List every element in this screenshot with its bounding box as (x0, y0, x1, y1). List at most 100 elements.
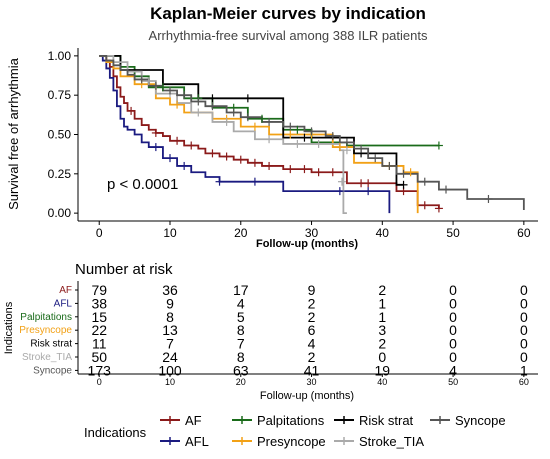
risk-cell: 1 (378, 309, 386, 325)
risk-cell: 0 (520, 336, 528, 352)
risk-cell: 19 (375, 362, 391, 378)
risk-cell: 15 (91, 309, 107, 325)
legend-item-label: AFL (185, 434, 209, 449)
risk-cell: 0 (449, 336, 457, 352)
risk-cell: 2 (308, 309, 316, 325)
censor-marks (127, 75, 493, 213)
x-tick-label: 40 (376, 226, 390, 240)
risk-x-tick-label: 30 (307, 377, 317, 387)
risk-cell: 50 (91, 349, 107, 365)
x-axis: 0 10 20 30 40 50 60 (78, 220, 538, 240)
risk-cell: 8 (166, 309, 174, 325)
risk-cell: 0 (520, 322, 528, 338)
risk-row-label: Syncope (33, 365, 72, 376)
risk-cell: 8 (237, 349, 245, 365)
x-axis-label: Follow-up (months) (256, 238, 358, 250)
risk-row-label: Stroke_TIA (22, 352, 72, 363)
risk-cell: 0 (520, 282, 528, 298)
risk-cell: 0 (520, 349, 528, 365)
risk-cell: 7 (237, 336, 245, 352)
risk-cell: 79 (91, 282, 107, 298)
legend-item-label: AF (185, 413, 202, 428)
x-tick-label: 10 (163, 226, 177, 240)
km-curve-risk-strat (99, 54, 404, 186)
risk-cell: 36 (162, 282, 178, 298)
y-tick-label: 0.25 (48, 167, 72, 181)
risk-x-tick-label: 60 (519, 377, 529, 387)
legend: AF Palpitations Risk strat Syncope AFL Presyn… (160, 413, 506, 449)
x-tick-label: 50 (446, 226, 460, 240)
x-tick-label: 0 (96, 226, 103, 240)
risk-cell: 2 (378, 282, 386, 298)
x-tick-label: 30 (305, 226, 319, 240)
risk-x-tick-label: 40 (377, 377, 387, 387)
risk-x-tick-label: 10 (165, 377, 175, 387)
risk-row-label: Presyncope (19, 325, 72, 336)
risk-cell: 0 (520, 309, 528, 325)
risk-x-tick-label: 50 (448, 377, 458, 387)
risk-cell: 4 (308, 336, 316, 352)
risk-cell: 2 (378, 336, 386, 352)
legend-item-label: Syncope (455, 413, 506, 428)
x-tick-label: 60 (517, 226, 531, 240)
risk-cell: 0 (449, 349, 457, 365)
y-axis-label: Survival free of arrhythmia (6, 57, 21, 209)
risk-cell: 1 (520, 362, 528, 378)
risk-row-label: AF (59, 285, 72, 296)
risk-cell: 4 (237, 295, 245, 311)
legend-item-label: Stroke_TIA (359, 434, 424, 449)
risk-table-title: Number at risk (75, 261, 173, 278)
legend-title: Indications (84, 425, 147, 440)
y-tick-label: 0.75 (48, 88, 72, 102)
risk-cell: 173 (88, 362, 112, 378)
risk-cell: 9 (166, 295, 174, 311)
risk-cell: 4 (449, 362, 457, 378)
risk-cell: 17 (233, 282, 249, 298)
risk-cell: 9 (308, 282, 316, 298)
risk-cell: 8 (237, 322, 245, 338)
risk-cell: 7 (166, 336, 174, 352)
risk-cell: 2 (308, 295, 316, 311)
risk-cell: 6 (308, 322, 316, 338)
risk-cell: 41 (304, 362, 320, 378)
risk-cell: 0 (520, 295, 528, 311)
x-tick-label: 20 (234, 226, 248, 240)
risk-cell: 22 (91, 322, 107, 338)
km-curve-afl (99, 54, 391, 214)
p-value-annotation: p < 0.0001 (107, 176, 178, 193)
risk-cell: 3 (378, 322, 386, 338)
risk-cell: 11 (92, 336, 107, 352)
chart-title: Kaplan-Meier curves by indication (150, 4, 426, 23)
risk-cell: 24 (162, 349, 178, 365)
y-tick-label: 0.00 (48, 206, 72, 220)
risk-cell: 2 (308, 349, 316, 365)
legend-item-label: Presyncope (257, 434, 326, 449)
y-axis: 0.00 0.25 0.50 0.75 1.00 (48, 48, 79, 221)
km-curve-af (99, 54, 440, 209)
risk-row-label: Risk strat (30, 339, 72, 350)
risk-cell: 100 (158, 362, 182, 378)
risk-cell: 0 (449, 282, 457, 298)
risk-cell: 0 (378, 349, 386, 365)
y-tick-label: 1.00 (48, 49, 72, 63)
risk-x-tick-label: 20 (236, 377, 246, 387)
risk-row-label: AFL (54, 298, 73, 309)
risk-table-row-axis-label: Indications (3, 301, 15, 354)
legend-item-label: Risk strat (359, 413, 414, 428)
risk-cell: 0 (449, 309, 457, 325)
risk-row-label: Palpitations (20, 312, 72, 323)
risk-cell: 1 (378, 295, 386, 311)
risk-cell: 5 (237, 309, 245, 325)
chart-subtitle: Arrhythmia-free survival among 388 ILR p… (149, 28, 428, 43)
risk-cell: 38 (91, 295, 107, 311)
risk-cell: 0 (449, 322, 457, 338)
y-tick-label: 0.50 (48, 128, 72, 142)
legend-item-label: Palpitations (257, 413, 325, 428)
risk-x-tick-label: 0 (97, 377, 102, 387)
risk-table-x-axis-label: Follow-up (months) (260, 390, 354, 402)
risk-cell: 63 (233, 362, 249, 378)
risk-cell: 0 (449, 295, 457, 311)
